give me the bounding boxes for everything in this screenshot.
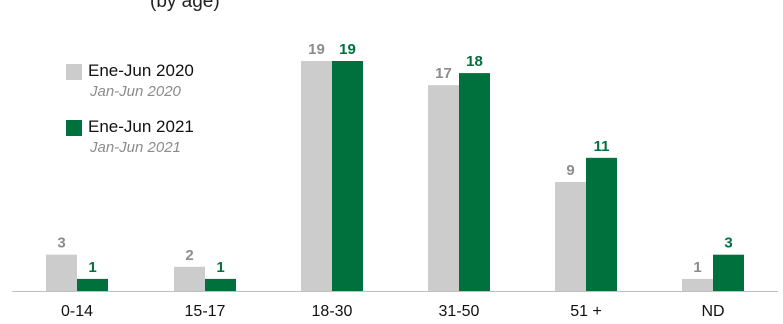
- x-tick-label: 51 +: [570, 303, 602, 320]
- data-label: 11: [594, 138, 610, 155]
- legend: Ene-Jun 2020 Jan-Jun 2020 Ene-Jun 2021 J…: [66, 60, 194, 172]
- bar-31-50-2020: [428, 85, 459, 291]
- bar-0-14-2020: [46, 254, 77, 291]
- x-tick-label: 0-14: [61, 303, 93, 320]
- bar-18-30-2020: [301, 61, 332, 291]
- bar-15-17-2020: [174, 266, 205, 291]
- bar-ND-2020: [682, 278, 713, 291]
- legend-sublabel-2020: Jan-Jun 2020: [90, 83, 181, 100]
- legend-item-2020: Ene-Jun 2020 Jan-Jun 2020: [66, 60, 194, 102]
- data-label: 1: [88, 259, 96, 276]
- x-tick-label: 15-17: [185, 303, 226, 320]
- bar-ND-2021: [713, 254, 744, 291]
- x-tick-label: 31-50: [439, 303, 480, 320]
- x-tick-label: 18-30: [312, 303, 353, 320]
- legend-item-2021: Ene-Jun 2021 Jan-Jun 2021: [66, 116, 194, 158]
- data-label: 3: [724, 235, 732, 252]
- data-label: 3: [57, 235, 65, 252]
- legend-sublabel-2021: Jan-Jun 2021: [90, 139, 181, 156]
- data-label: 1: [693, 259, 701, 276]
- legend-swatch-2021: [66, 120, 82, 136]
- bar-15-17-2021: [205, 278, 236, 291]
- data-label: 18: [466, 53, 483, 70]
- bar-51-2020: [555, 182, 586, 291]
- data-label: 2: [185, 247, 193, 264]
- chart-title-partial: (by age): [150, 0, 220, 12]
- data-label: 1: [216, 259, 224, 276]
- data-label: 19: [339, 41, 356, 58]
- bar-18-30-2021: [332, 61, 363, 291]
- legend-label-2020: Ene-Jun 2020: [88, 61, 194, 80]
- bar-31-50-2021: [459, 73, 490, 292]
- data-label: 9: [566, 162, 574, 179]
- legend-swatch-2020: [66, 64, 82, 80]
- bar-51-2021: [586, 157, 617, 291]
- data-label: 19: [308, 41, 325, 58]
- x-tick-label: ND: [701, 303, 724, 320]
- legend-label-2021: Ene-Jun 2021: [88, 117, 194, 136]
- bar-0-14-2021: [77, 278, 108, 291]
- data-label: 17: [435, 65, 452, 82]
